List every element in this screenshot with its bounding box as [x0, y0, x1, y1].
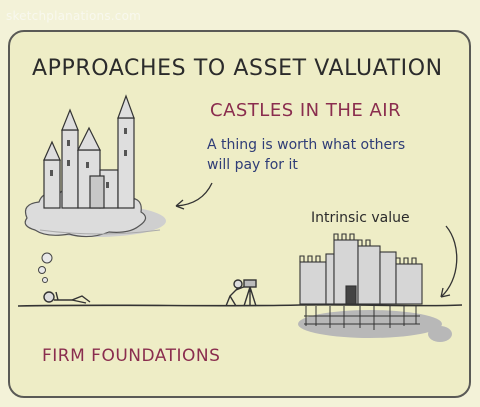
thought-bubble-illustration — [38, 252, 53, 283]
firm-foundations-label: FIRM FOUNDATIONS — [42, 346, 221, 366]
reclining-person-illustration — [43, 291, 91, 304]
surveyor-illustration — [225, 279, 257, 307]
castles-in-the-air-label: CASTLES IN THE AIR — [210, 100, 402, 121]
castle-on-foundations-illustration — [298, 233, 452, 342]
ground-line — [17, 303, 463, 307]
castles-arrow — [175, 182, 213, 210]
intrinsic-value-label: Intrinsic value — [311, 210, 410, 226]
intrinsic-value-arrow — [440, 225, 458, 298]
page-title: APPROACHES TO ASSET VALUATION — [32, 56, 443, 81]
site-url: sketchplanations.com — [6, 9, 142, 23]
castle-in-air-illustration — [43, 94, 135, 209]
castles-quote: A thing is worth what others will pay fo… — [207, 137, 406, 173]
